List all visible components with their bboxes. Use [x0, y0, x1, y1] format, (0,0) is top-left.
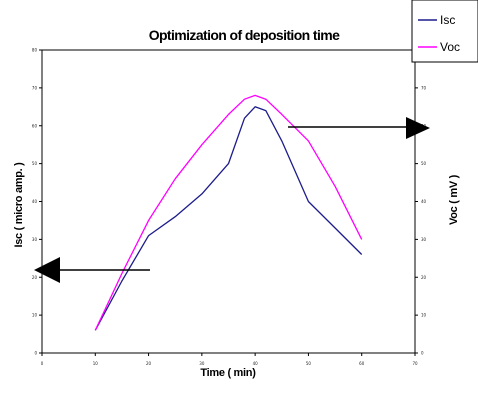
series-line-isc [94, 106, 363, 331]
y-tick-label-left: 60 [32, 123, 38, 128]
x-axis-label: Time ( min) [200, 367, 256, 379]
y-ticks-left: 0 10 20 30 40 50 60 70 80 [32, 48, 42, 356]
y-axis-label-right: Voc ( mV ) [448, 174, 460, 225]
y-tick-label-left: 20 [32, 275, 38, 280]
legend: Isc Voc [411, 0, 478, 63]
y-tick-label-left: 70 [32, 85, 38, 90]
x-tick-label: 40 [253, 361, 259, 366]
y-tick-label-left: 40 [32, 199, 38, 204]
y-tick-label-right: 20 [421, 275, 427, 280]
legend-label-voc: Voc [440, 40, 460, 54]
y-tick-label-right: 10 [421, 313, 427, 318]
x-tick-label: 70 [412, 361, 418, 366]
y-tick-label-right: 50 [421, 161, 427, 166]
x-tick-label: 10 [93, 361, 99, 366]
arrow-to-left-axis [34, 257, 150, 283]
y-tick-label-right: 40 [421, 199, 427, 204]
y-tick-label-left: 0 [34, 351, 37, 356]
y-tick-label-left: 30 [32, 237, 38, 242]
x-tick-label: 30 [199, 361, 205, 366]
series-layer [94, 94, 363, 331]
chart-title: Optimization of deposition time [149, 27, 340, 43]
y-tick-label-right: 30 [421, 237, 427, 242]
x-tick-label: 50 [306, 361, 312, 366]
legend-box [411, 0, 478, 63]
arrow-to-right-axis [288, 117, 430, 139]
y-tick-label-right: 70 [421, 85, 427, 90]
x-tick-label: 0 [41, 361, 44, 366]
x-ticks: 0 10 20 30 40 50 60 70 [41, 353, 418, 366]
y-tick-label-left: 10 [32, 313, 38, 318]
x-tick-label: 60 [359, 361, 365, 366]
y-axis-label-left: Isc ( micro amp. ) [13, 162, 25, 248]
y-tick-label-left: 80 [32, 48, 38, 53]
x-tick-label: 20 [146, 361, 152, 366]
y-tick-label-left: 50 [32, 161, 38, 166]
y-tick-label-right: 0 [421, 351, 424, 356]
series-line-voc [94, 94, 363, 331]
legend-label-isc: Isc [440, 13, 455, 27]
